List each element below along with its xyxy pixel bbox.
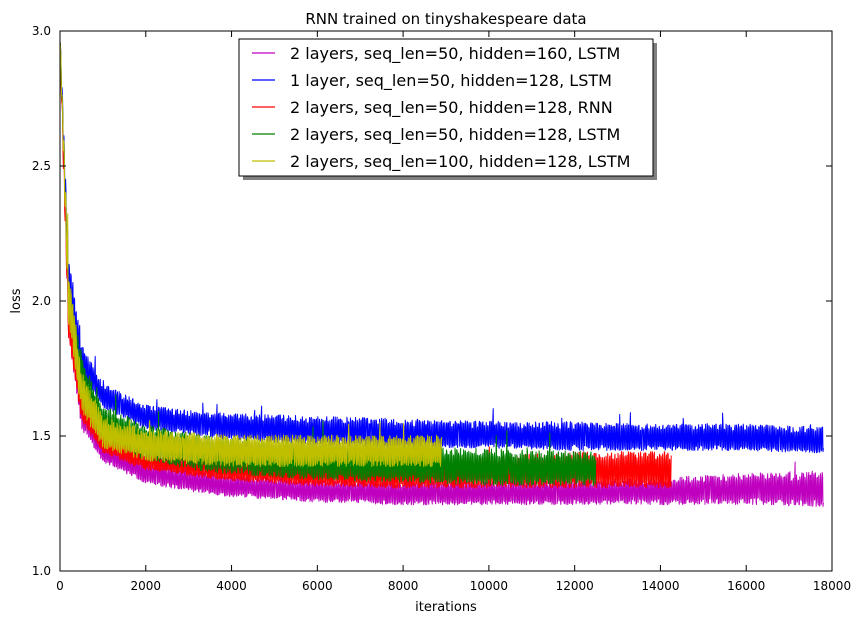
x-tick-label: 14000 bbox=[641, 579, 679, 593]
chart-title: RNN trained on tinyshakespeare data bbox=[305, 10, 586, 28]
legend-entry: 2 layers, seq_len=100, hidden=128, LSTM bbox=[290, 152, 630, 172]
y-tick-label: 1.5 bbox=[32, 429, 51, 443]
legend-box bbox=[238, 38, 654, 177]
y-tick-label: 3.0 bbox=[32, 24, 51, 38]
series-line-2 bbox=[60, 42, 824, 454]
x-tick-label: 12000 bbox=[556, 579, 594, 593]
x-tick-label: 4000 bbox=[216, 579, 247, 593]
x-tick-label: 18000 bbox=[813, 579, 851, 593]
legend-entry: 2 layers, seq_len=50, hidden=160, LSTM bbox=[290, 44, 620, 64]
x-tick-label: 6000 bbox=[302, 579, 333, 593]
x-tick-label: 16000 bbox=[727, 579, 765, 593]
legend-entry: 1 layer, seq_len=50, hidden=128, LSTM bbox=[290, 71, 612, 91]
legend-entry: 2 layers, seq_len=50, hidden=128, LSTM bbox=[290, 125, 620, 145]
series-line-5 bbox=[60, 41, 443, 468]
x-tick-label: 0 bbox=[56, 579, 64, 593]
series-line-1 bbox=[60, 42, 824, 507]
x-axis-label: iterations bbox=[415, 600, 477, 615]
y-tick-label: 1.0 bbox=[32, 564, 51, 578]
x-tick-label: 10000 bbox=[470, 579, 508, 593]
x-tick-label: 2000 bbox=[131, 579, 162, 593]
legend-entry: 2 layers, seq_len=50, hidden=128, RNN bbox=[290, 98, 613, 118]
y-axis-label: loss bbox=[9, 288, 24, 313]
x-tick-label: 8000 bbox=[388, 579, 419, 593]
y-tick-label: 2.5 bbox=[32, 159, 51, 173]
y-tick-label: 2.0 bbox=[32, 294, 51, 308]
